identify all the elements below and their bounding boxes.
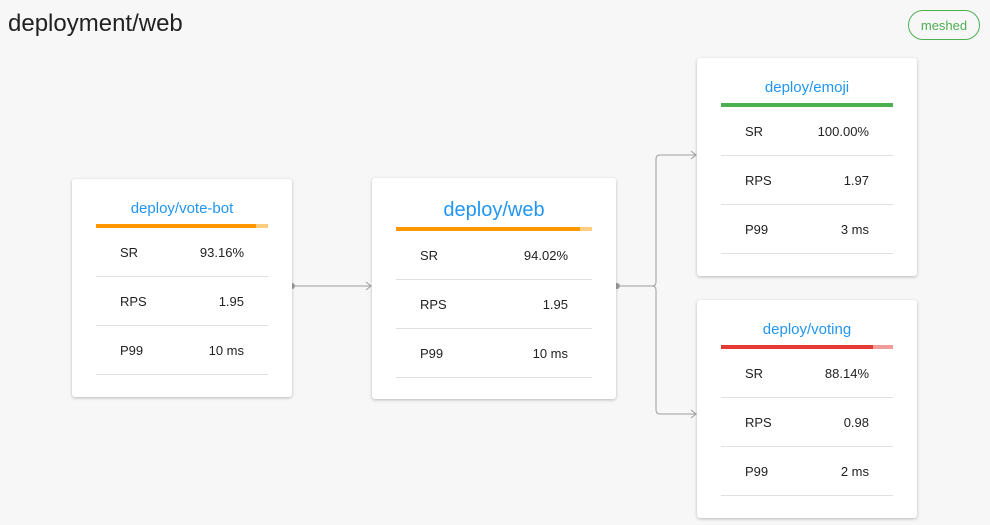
metric-label: SR: [745, 123, 764, 139]
node-name-link[interactable]: deploy/voting: [762, 321, 852, 338]
edge-web-to-emoji: [616, 154, 695, 287]
success-rate-fill: [396, 227, 581, 231]
metric-row-rps: RPS 1.97: [721, 156, 893, 205]
metric-value: 2 ms: [840, 463, 869, 479]
meshed-badge: meshed: [908, 10, 980, 40]
metric-value: 88.14%: [824, 365, 869, 381]
node-card-vote-bot[interactable]: deploy/vote-bot SR 93.16% RPS 1.95 P99 10 ms: [72, 179, 292, 397]
metric-label: P99: [120, 342, 144, 358]
metric-row-sr: SR 88.14%: [721, 349, 893, 398]
node-card-emoji[interactable]: deploy/emoji SR 100.00% RPS 1.97 P99 3 ms: [697, 58, 917, 276]
node-name-link[interactable]: deploy/vote-bot: [130, 200, 234, 217]
success-rate-fill: [96, 224, 257, 228]
metric-row-p99: P99 2 ms: [721, 447, 893, 496]
metric-value: 100.00%: [817, 123, 869, 139]
node-card-voting[interactable]: deploy/voting SR 88.14% RPS 0.98 P99 2 ms: [697, 300, 917, 518]
success-rate-fill: [721, 345, 873, 349]
metric-label: RPS: [420, 296, 447, 312]
success-rate-bar: [721, 103, 893, 107]
metric-label: P99: [420, 345, 444, 361]
metric-label: SR: [420, 247, 439, 263]
success-rate-bar: [396, 227, 592, 231]
metric-row-p99: P99 3 ms: [721, 205, 893, 254]
success-rate-fill: [721, 103, 893, 107]
metric-row-sr: SR 93.16%: [96, 228, 268, 277]
metric-label: P99: [745, 221, 769, 237]
metric-label: SR: [745, 365, 764, 381]
arrowhead-icon: [690, 150, 697, 160]
metric-value: 3 ms: [840, 221, 869, 237]
node-name-link[interactable]: deploy/emoji: [764, 79, 850, 96]
metric-row-p99: P99 10 ms: [396, 329, 592, 378]
success-rate-bar: [96, 224, 268, 228]
metric-value: 1.97: [843, 172, 869, 188]
metric-row-sr: SR 94.02%: [396, 231, 592, 280]
success-rate-bar: [721, 345, 893, 349]
metric-value: 94.02%: [523, 247, 568, 263]
metric-row-p99: P99 10 ms: [96, 326, 268, 375]
metric-row-sr: SR 100.00%: [721, 107, 893, 156]
metric-label: RPS: [120, 293, 147, 309]
node-card-web[interactable]: deploy/web SR 94.02% RPS 1.95 P99 10 ms: [372, 178, 616, 399]
metric-row-rps: RPS 1.95: [396, 280, 592, 329]
node-name-link[interactable]: deploy/web: [443, 199, 545, 221]
metric-value: 0.98: [843, 414, 869, 430]
arrowhead-icon: [365, 281, 372, 291]
metric-value: 93.16%: [199, 244, 244, 260]
arrowhead-icon: [690, 409, 697, 419]
metric-value: 10 ms: [532, 345, 568, 361]
metric-row-rps: RPS 1.95: [96, 277, 268, 326]
metric-label: RPS: [745, 172, 772, 188]
metric-value: 10 ms: [208, 342, 244, 358]
metric-value: 1.95: [542, 296, 568, 312]
metric-label: RPS: [745, 414, 772, 430]
metric-value: 1.95: [218, 293, 244, 309]
edge-web-to-voting: [616, 285, 695, 415]
metric-label: SR: [120, 244, 139, 260]
metric-label: P99: [745, 463, 769, 479]
page-title: deployment/web: [8, 10, 183, 37]
metric-row-rps: RPS 0.98: [721, 398, 893, 447]
